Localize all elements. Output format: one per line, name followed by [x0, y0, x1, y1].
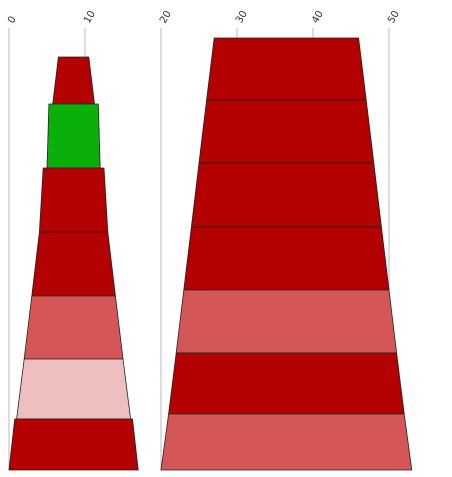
funnel-1-segment-7[interactable] [8, 418, 139, 471]
funnel-1-segment-1[interactable] [52, 56, 95, 105]
x-tick-label-20: 20 [158, 9, 174, 26]
funnel-2-segment-7[interactable] [160, 413, 413, 471]
funnel-2-segment-3[interactable] [190, 162, 382, 228]
funnel-2-segment-1[interactable] [206, 37, 367, 101]
funnel-1-segment-4[interactable] [31, 231, 116, 297]
x-tick-label-0: 0 [6, 14, 19, 25]
funnel-1 [8, 56, 139, 471]
funnel-2-segment-4[interactable] [183, 226, 390, 291]
funnels [8, 37, 413, 471]
funnel-1-segment-6[interactable] [16, 358, 132, 420]
x-tick-label-50: 50 [386, 9, 402, 26]
funnel-1-segment-5[interactable] [23, 295, 124, 360]
x-tick-label-10: 10 [82, 9, 98, 26]
funnel-2-segment-5[interactable] [175, 289, 398, 354]
funnel-1-segment-3[interactable] [38, 167, 109, 233]
x-tick-label-40: 40 [310, 9, 326, 26]
funnel-2 [160, 37, 413, 471]
funnel-2-segment-6[interactable] [168, 352, 405, 415]
funnel-1-segment-2[interactable] [46, 103, 101, 169]
x-tick-label-30: 30 [234, 9, 250, 26]
funnel-2-segment-2[interactable] [198, 99, 375, 164]
